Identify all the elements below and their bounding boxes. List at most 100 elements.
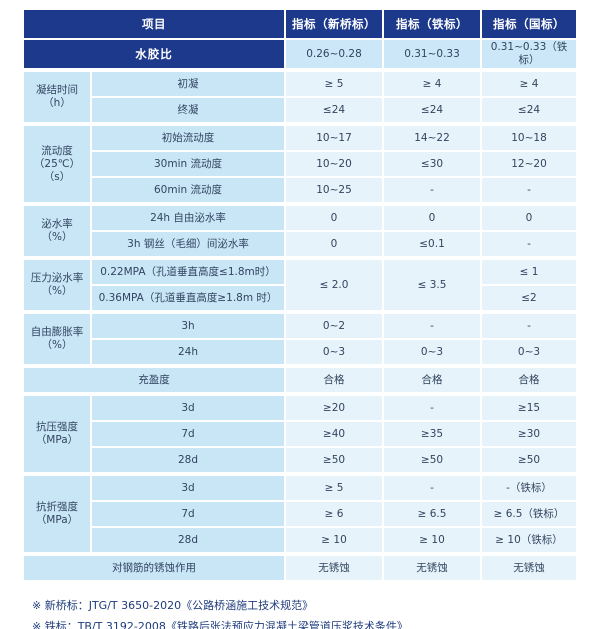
header-rail-std: 指标（铁标） <box>384 10 480 38</box>
value-cell: 0.31~0.33 <box>384 40 480 69</box>
value-cell: ≥50 <box>482 448 576 473</box>
ratio-label: 水胶比 <box>24 40 284 69</box>
sub-item-cell: 初始流动度 <box>92 124 284 151</box>
value-cell: 0 <box>286 204 382 231</box>
value-cell: ≥15 <box>482 394 576 421</box>
footnotes: ※ 新桥标：JTG/T 3650-2020《公路桥涵施工技术规范》 ※ 铁标：T… <box>32 595 578 629</box>
value-cell: ≤0.1 <box>384 232 480 257</box>
table-row: 压力泌水率 （%） 0.22MPA（孔道垂直高度≤1.8m时） ≤ 2.0 ≤ … <box>24 258 576 311</box>
category-cell: 泌水率 （%） <box>24 204 90 257</box>
value-cell: ≥50 <box>384 448 480 473</box>
sub-item-cell: 60min 流动度 <box>92 178 284 203</box>
value-cell: 无锈蚀 <box>384 554 480 581</box>
sub-item-cell: 初凝 <box>92 70 284 97</box>
category-cell: 抗压强度 （MPa） <box>24 394 90 473</box>
table-row: 流动度 （25℃） （s） 初始流动度 10~17 14~22 10~18 <box>24 124 576 203</box>
value-cell: 10~17 <box>286 124 382 151</box>
value-cell: ≤ 2.0 <box>286 258 382 311</box>
value-cell: ≥ 6.5 <box>384 502 480 527</box>
table-row: 3h 钢丝（毛细）间泌水率 0 ≤0.1 - <box>24 232 576 257</box>
table-row: 28d ≥50 ≥50 ≥50 <box>24 448 576 473</box>
category-cell: 自由膨胀率 （%） <box>24 312 90 365</box>
value-cell: ≥30 <box>482 422 576 447</box>
table-row: 凝结时间 （h） 初凝 ≥ 5 ≥ 4 ≥ 4 <box>24 70 576 123</box>
value-cell: 无锈蚀 <box>286 554 382 581</box>
sub-item-cell: 3d <box>92 394 284 421</box>
value-cell: ≥ 5 <box>286 70 382 97</box>
value-cell: ≤ 3.5 <box>384 258 480 311</box>
spec-table: 项目 指标（新桥标） 指标（铁标） 指标（国标） 水胶比 0.26~0.28 0… <box>22 8 578 582</box>
value-cell: ≤24 <box>482 98 576 123</box>
table-row: 30min 流动度 10~20 ≤30 12~20 <box>24 152 576 177</box>
value-cell: 0~3 <box>384 340 480 365</box>
value-cell: - <box>482 232 576 257</box>
table-row: 抗折强度 （MPa） 3d ≥ 5 - -（铁标） <box>24 474 576 553</box>
value-cell: 合格 <box>482 366 576 393</box>
value-cell: ≥ 5 <box>286 474 382 501</box>
value-cell: - <box>384 474 480 501</box>
value-cell: -（铁标） <box>482 474 576 501</box>
table-row: 充盈度 合格 合格 合格 <box>24 366 576 393</box>
value-cell: 无锈蚀 <box>482 554 576 581</box>
value-cell: ≥ 6 <box>286 502 382 527</box>
table-row: 自由膨胀率 （%） 3h 0~2 - - <box>24 312 576 365</box>
table-row: 0.36MPA（孔道垂直高度≥1.8m 时） ≤2 <box>24 286 576 311</box>
sub-item-cell: 3h <box>92 312 284 339</box>
sub-item-cell: 3h 钢丝（毛细）间泌水率 <box>92 232 284 257</box>
header-new-bridge-std: 指标（新桥标） <box>286 10 382 38</box>
value-cell: ≥40 <box>286 422 382 447</box>
value-cell: 10~25 <box>286 178 382 203</box>
value-cell: ≥ 4 <box>384 70 480 97</box>
value-cell: 0 <box>286 232 382 257</box>
value-cell: ≥ 10 <box>286 528 382 553</box>
value-cell: ≤2 <box>482 286 576 311</box>
value-cell: 0.26~0.28 <box>286 40 382 69</box>
value-cell: 14~22 <box>384 124 480 151</box>
value-cell: 0.31~0.33（铁标） <box>482 40 576 69</box>
sub-item-cell: 28d <box>92 528 284 553</box>
category-cell: 凝结时间 （h） <box>24 70 90 123</box>
value-cell: 0~3 <box>482 340 576 365</box>
value-cell: - <box>384 394 480 421</box>
table-row: 60min 流动度 10~25 - - <box>24 178 576 203</box>
value-cell: ≤ 1 <box>482 258 576 285</box>
table-row: 抗压强度 （MPa） 3d ≥20 - ≥15 <box>24 394 576 473</box>
sub-item-cell: 终凝 <box>92 98 284 123</box>
value-cell: ≥35 <box>384 422 480 447</box>
sub-item-cell: 28d <box>92 448 284 473</box>
value-cell: ≤30 <box>384 152 480 177</box>
sub-item-cell: 0.36MPA（孔道垂直高度≥1.8m 时） <box>92 286 284 311</box>
value-cell: ≥ 6.5（铁标） <box>482 502 576 527</box>
category-cell: 流动度 （25℃） （s） <box>24 124 90 203</box>
sub-item-cell: 对钢筋的锈蚀作用 <box>24 554 284 581</box>
header-national-std: 指标（国标） <box>482 10 576 38</box>
table-row: 28d ≥ 10 ≥ 10 ≥ 10（铁标） <box>24 528 576 553</box>
value-cell: ≥ 10 <box>384 528 480 553</box>
sub-item-cell: 30min 流动度 <box>92 152 284 177</box>
value-cell: ≥ 4 <box>482 70 576 97</box>
value-cell: ≥ 10（铁标） <box>482 528 576 553</box>
table-row: 7d ≥ 6 ≥ 6.5 ≥ 6.5（铁标） <box>24 502 576 527</box>
value-cell: 0~3 <box>286 340 382 365</box>
header-project: 项目 <box>24 10 284 38</box>
water-binder-ratio-row: 水胶比 0.26~0.28 0.31~0.33 0.31~0.33（铁标） <box>24 40 576 69</box>
sub-item-cell: 3d <box>92 474 284 501</box>
category-cell: 压力泌水率 （%） <box>24 258 90 311</box>
category-cell: 抗折强度 （MPa） <box>24 474 90 553</box>
sub-item-cell: 0.22MPA（孔道垂直高度≤1.8m时） <box>92 258 284 285</box>
header-row: 项目 指标（新桥标） 指标（铁标） 指标（国标） <box>24 10 576 38</box>
value-cell: 0 <box>384 204 480 231</box>
footnote-new-bridge-std: ※ 新桥标：JTG/T 3650-2020《公路桥涵施工技术规范》 <box>32 599 314 613</box>
value-cell: 合格 <box>286 366 382 393</box>
value-cell: ≤24 <box>384 98 480 123</box>
footnote-rail-std: ※ 铁标：TB/T 3192-2008《铁路后张法预应力混凝土梁管道压浆技术条件… <box>32 620 408 629</box>
table-row: 24h 0~3 0~3 0~3 <box>24 340 576 365</box>
sub-item-cell: 充盈度 <box>24 366 284 393</box>
sub-item-cell: 7d <box>92 502 284 527</box>
value-cell: 10~18 <box>482 124 576 151</box>
value-cell: - <box>384 312 480 339</box>
table-row: 对钢筋的锈蚀作用 无锈蚀 无锈蚀 无锈蚀 <box>24 554 576 581</box>
sub-item-cell: 24h 自由泌水率 <box>92 204 284 231</box>
value-cell: 合格 <box>384 366 480 393</box>
